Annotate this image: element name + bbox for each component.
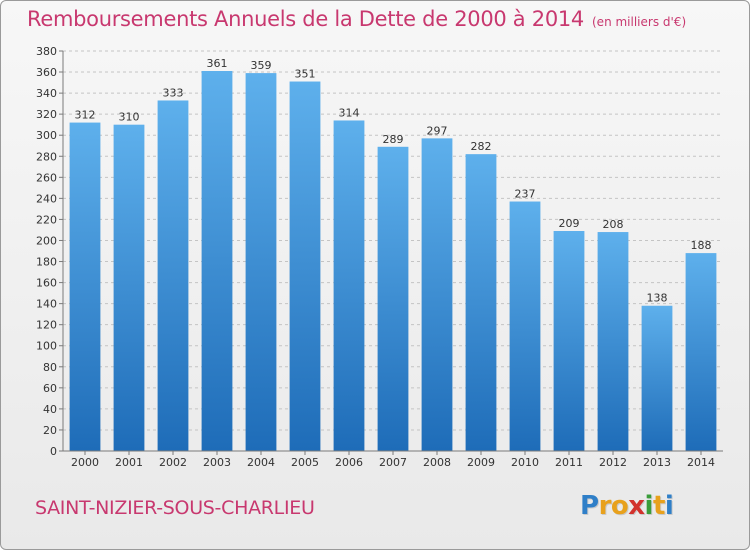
bar-value-label: 209 xyxy=(559,217,580,230)
x-tick-label: 2008 xyxy=(423,456,451,469)
bar-value-label: 359 xyxy=(251,59,272,72)
y-tick-label: 40 xyxy=(43,403,57,416)
x-tick-label: 2010 xyxy=(511,456,539,469)
bar xyxy=(69,122,101,451)
logo-letter: x xyxy=(628,491,645,521)
x-tick-label: 2001 xyxy=(115,456,143,469)
bar-value-label: 188 xyxy=(691,239,712,252)
bar xyxy=(245,73,277,452)
x-tick-label: 2007 xyxy=(379,456,407,469)
x-tick-label: 2012 xyxy=(599,456,627,469)
logo-letter: P xyxy=(580,491,599,521)
x-tick-label: 2014 xyxy=(687,456,715,469)
y-tick-label: 320 xyxy=(36,108,57,121)
bar xyxy=(157,100,189,451)
x-tick-label: 2011 xyxy=(555,456,583,469)
bar-value-label: 138 xyxy=(647,292,668,305)
bar xyxy=(201,71,233,451)
y-tick-label: 20 xyxy=(43,424,57,437)
bar-value-label: 333 xyxy=(163,86,184,99)
bar-value-label: 361 xyxy=(207,57,228,70)
y-tick-label: 0 xyxy=(50,445,57,458)
bar xyxy=(553,231,585,451)
x-tick-label: 2005 xyxy=(291,456,319,469)
y-tick-label: 60 xyxy=(43,382,57,395)
y-tick-label: 240 xyxy=(36,192,57,205)
x-tick-label: 2004 xyxy=(247,456,275,469)
y-tick-label: 100 xyxy=(36,340,57,353)
logo-letter: i xyxy=(664,491,674,521)
bar xyxy=(597,232,629,451)
y-tick-label: 120 xyxy=(36,319,57,332)
bar xyxy=(641,305,673,451)
y-tick-label: 380 xyxy=(36,45,57,58)
y-tick-label: 200 xyxy=(36,234,57,247)
y-tick-label: 280 xyxy=(36,150,57,163)
y-tick-label: 340 xyxy=(36,87,57,100)
commune-name: SAINT-NIZIER-SOUS-CHARLIEU xyxy=(35,497,315,519)
bar-value-label: 351 xyxy=(295,68,316,81)
bar-value-label: 237 xyxy=(515,188,536,201)
x-tick-label: 2013 xyxy=(643,456,671,469)
proxiti-logo: Proxiti xyxy=(580,491,674,521)
x-tick-label: 2002 xyxy=(159,456,187,469)
logo-letter: r xyxy=(598,491,612,521)
bar xyxy=(377,146,409,451)
chart-title-unit: (en milliers d'€) xyxy=(592,15,687,29)
bar-value-label: 297 xyxy=(427,124,448,137)
y-tick-label: 360 xyxy=(36,66,57,79)
bar xyxy=(333,120,365,451)
chart-title: Remboursements Annuels de la Dette de 20… xyxy=(27,7,686,31)
y-tick-label: 140 xyxy=(36,298,57,311)
bar xyxy=(509,201,541,451)
chart-title-main: Remboursements Annuels de la Dette de 20… xyxy=(27,7,584,31)
x-tick-label: 2009 xyxy=(467,456,495,469)
logo-letter: o xyxy=(610,491,629,521)
bar xyxy=(289,81,321,452)
bar-value-label: 208 xyxy=(603,218,624,231)
bar xyxy=(421,138,453,452)
bars-layer: 312 310 333 361 359 351 314 289 297 282 237 209 208 1… xyxy=(69,57,717,452)
bar xyxy=(465,154,497,451)
x-tick-label: 2006 xyxy=(335,456,363,469)
y-tick-label: 300 xyxy=(36,129,57,142)
bar xyxy=(113,124,145,452)
y-tick-label: 160 xyxy=(36,277,57,290)
x-tick-label: 2000 xyxy=(71,456,99,469)
bar-value-label: 312 xyxy=(75,109,96,122)
axis-layer: 0 20 40 60 80 100 120 140 160 180 200 220 240 260 280 3… xyxy=(36,45,723,469)
x-tick-label: 2003 xyxy=(203,456,231,469)
bar-value-label: 314 xyxy=(339,106,360,119)
bar xyxy=(685,253,717,451)
y-tick-label: 80 xyxy=(43,361,57,374)
bar-value-label: 310 xyxy=(119,111,140,124)
bar-value-label: 282 xyxy=(471,140,492,153)
y-tick-label: 180 xyxy=(36,256,57,269)
logo-letter: i xyxy=(644,491,654,521)
y-tick-label: 260 xyxy=(36,171,57,184)
logo-letter: t xyxy=(652,491,665,521)
bar-value-label: 289 xyxy=(383,133,404,146)
y-tick-label: 220 xyxy=(36,213,57,226)
